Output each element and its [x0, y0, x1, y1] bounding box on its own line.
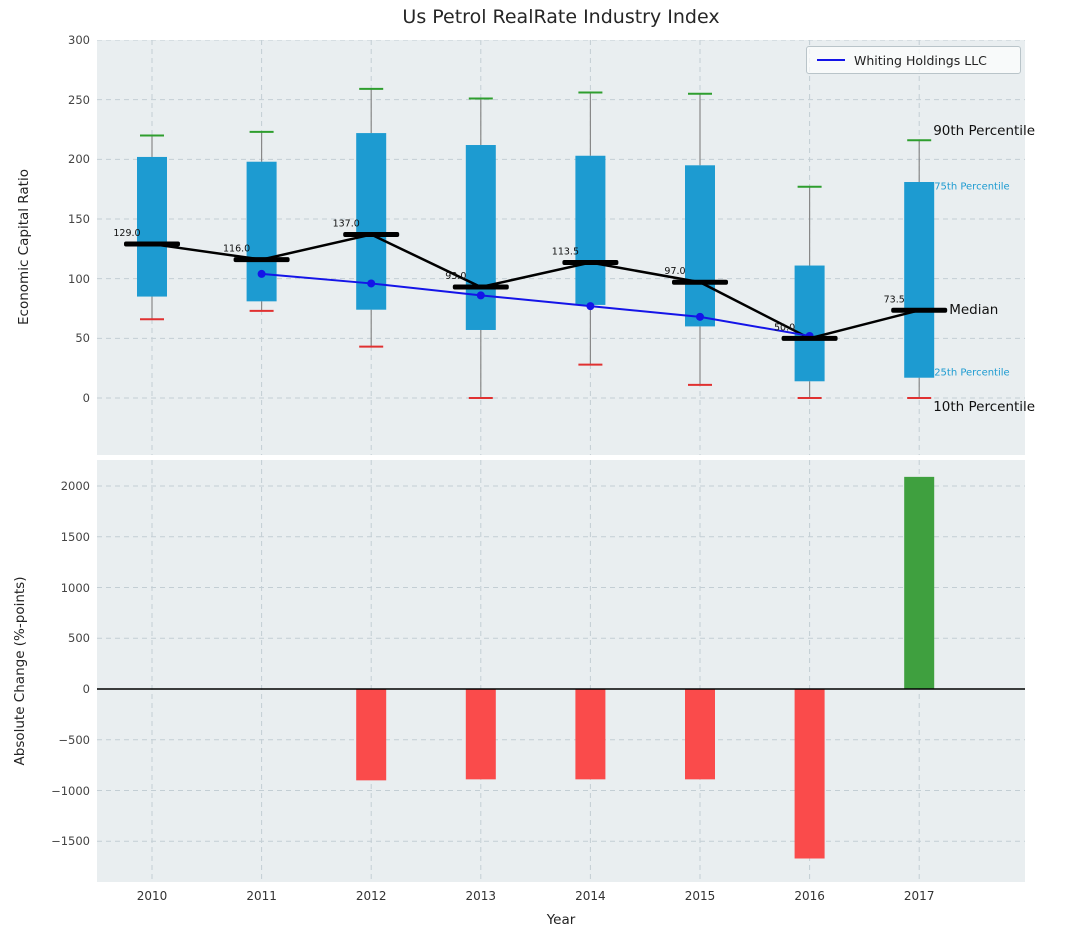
y-tick-label: −500	[58, 732, 90, 747]
median-value-label: 50.0	[774, 322, 795, 333]
iqr-box	[575, 155, 606, 305]
y-tick-label: 500	[68, 631, 90, 646]
x-tick-label: 2011	[246, 889, 277, 903]
company-series-marker	[586, 302, 595, 311]
bar-panel	[97, 460, 1025, 882]
iqr-box	[246, 161, 277, 302]
bar-svg	[97, 460, 1025, 882]
bar-negative	[794, 689, 825, 859]
boxplot-panel: 129.0 116.0 137.0 93.0 113.5 97.0 50.0 73.5	[97, 40, 1025, 455]
company-series-marker	[367, 279, 376, 288]
chart-title: Us Petrol RealRate Industry Index	[402, 6, 720, 28]
legend-line-sample-icon	[817, 59, 845, 61]
bottom-y-axis-label: Absolute Change (%-points)	[12, 576, 28, 766]
median-line	[151, 233, 920, 340]
company-series-marker	[257, 269, 266, 278]
y-tick-label: 250	[68, 92, 90, 107]
median-marker	[562, 260, 619, 266]
iqr-box	[137, 156, 167, 297]
annotation-p10: 10th Percentile	[933, 399, 1036, 415]
median-value-label: 93.0	[445, 271, 466, 282]
y-tick-label: 200	[68, 152, 90, 167]
x-axis-label: Year	[546, 912, 576, 928]
bar-negative	[575, 689, 606, 780]
median-value-label: 97.0	[664, 266, 685, 277]
bar-negative	[356, 689, 387, 781]
x-tick-label: 2015	[684, 889, 716, 903]
company-series-marker	[476, 291, 485, 300]
median-marker	[452, 284, 509, 290]
median-value-label: 113.5	[552, 247, 579, 258]
median-marker	[343, 232, 400, 238]
top-y-axis-label: Economic Capital Ratio	[16, 169, 32, 325]
median-marker	[233, 257, 290, 263]
y-tick-label: −1500	[51, 834, 90, 849]
annotation-p90: 90th Percentile	[933, 123, 1036, 140]
company-series-marker	[696, 312, 704, 321]
iqr-box	[904, 182, 935, 378]
y-tick-label: 0	[82, 682, 90, 696]
bar-positive	[904, 476, 935, 689]
annotation-p25: 25th Percentile	[934, 367, 1010, 379]
x-tick-label: 2016	[794, 889, 825, 903]
iqr-box	[465, 145, 496, 330]
iqr-box	[794, 265, 825, 382]
legend-label: Whiting Holdings LLC	[854, 52, 987, 68]
bar-negative	[685, 689, 715, 780]
legend: Whiting Holdings LLC	[806, 46, 1021, 74]
boxplot-svg: 129.0 116.0 137.0 93.0 113.5 97.0 50.0 73.5	[97, 40, 1025, 455]
y-tick-label: 100	[68, 271, 90, 286]
median-marker	[891, 307, 948, 313]
company-series-line	[261, 272, 810, 337]
annotation-p75: 75th Percentile	[934, 181, 1010, 193]
y-tick-label: −1000	[51, 783, 90, 798]
median-value-label: 73.5	[884, 294, 905, 305]
x-tick-label: 2012	[355, 889, 387, 903]
x-tick-label: 2010	[136, 889, 168, 903]
y-tick-label: 0	[82, 391, 90, 405]
y-tick-label: 1000	[60, 580, 90, 595]
y-tick-label: 150	[68, 212, 90, 226]
median-marker	[781, 335, 838, 341]
median-value-label: 137.0	[333, 219, 360, 230]
median-value-label: 116.0	[223, 244, 250, 255]
annotation-median: Median	[949, 302, 999, 319]
y-tick-label: 300	[68, 33, 90, 47]
median-marker	[672, 279, 728, 285]
x-tick-label: 2013	[465, 889, 497, 903]
median-value-label: 129.0	[113, 228, 140, 239]
y-tick-label: 50	[75, 331, 90, 346]
median-marker	[124, 241, 180, 247]
x-tick-label: 2014	[575, 889, 606, 903]
x-tick-label: 2017	[903, 889, 935, 903]
y-tick-label: 1500	[60, 529, 90, 544]
iqr-box	[685, 165, 715, 327]
y-tick-label: 2000	[60, 479, 90, 493]
bar-negative	[465, 689, 496, 780]
